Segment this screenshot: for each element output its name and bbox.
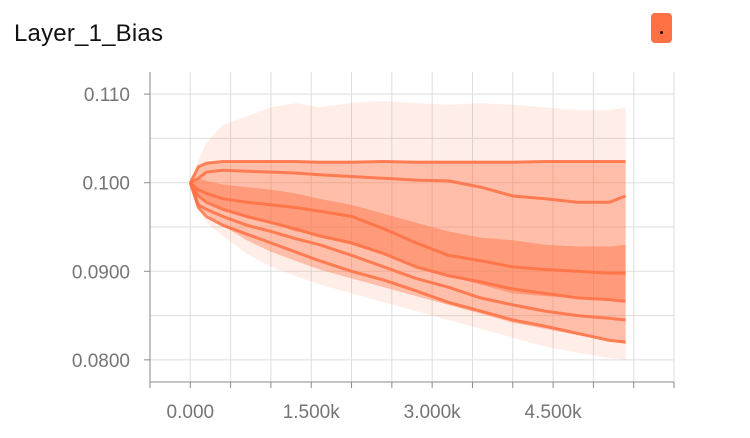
x-tick-label: 3.000k [404,402,462,423]
percentile-line-4 [188,182,626,322]
distribution-band-0 [190,101,626,360]
percentile-line-5 [188,182,626,344]
y-tick-label: 0.0900 [72,262,130,283]
percentile-line-1 [189,168,627,204]
x-tick-label: 0.000 [167,402,215,423]
x-tick-label: 1.500k [283,402,341,423]
chart-expand-button[interactable] [651,13,672,43]
distribution-band-1 [190,160,626,344]
y-tick-label: 0.110 [84,85,130,106]
x-tick-label: 4.500k [525,402,583,423]
chart-title: Layer_1_Bias [14,20,164,47]
dot-icon [660,31,663,34]
y-tick-label: 0.0800 [72,351,130,372]
y-tick-label: 0.100 [82,174,130,195]
percentile-line-3 [189,181,626,303]
percentile-line-0 [188,160,626,184]
percentile-line-2 [189,181,626,275]
